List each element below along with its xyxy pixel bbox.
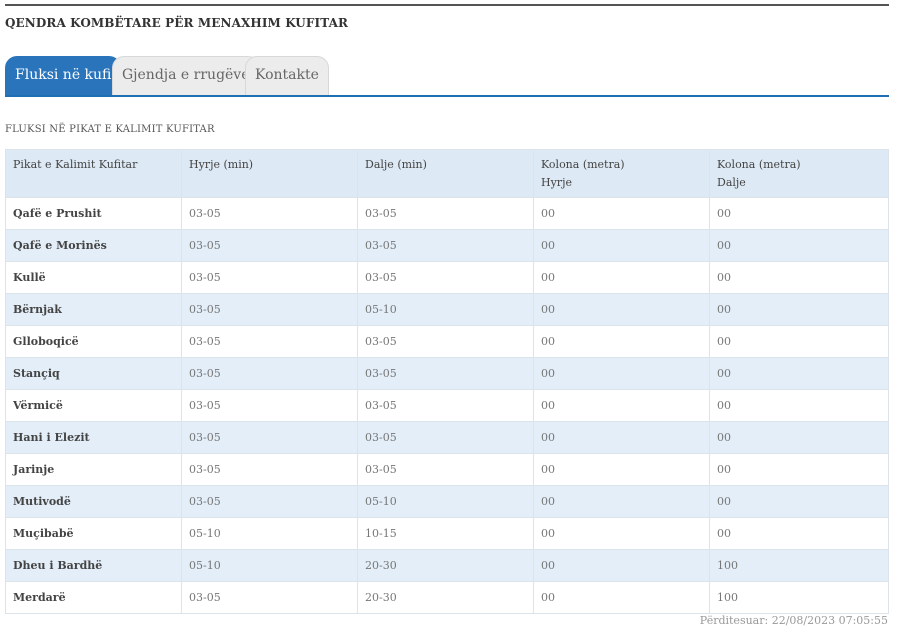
- cell-crossing-name: Glloboqicë: [5, 325, 182, 358]
- cell-crossing-name: Qafë e Prushit: [5, 197, 182, 230]
- cell-crossing-name: Mutivodë: [5, 485, 182, 518]
- table-row: Bërnjak 03-05 05-10 00 00: [5, 293, 889, 326]
- cell-queue-exit: 00: [709, 293, 889, 326]
- cell-exit-time: 10-15: [357, 517, 534, 550]
- cell-queue-exit: 00: [709, 421, 889, 454]
- cell-exit-time: 03-05: [357, 357, 534, 390]
- cell-queue-exit: 00: [709, 229, 889, 262]
- cell-queue-entry: 00: [533, 357, 710, 390]
- cell-entry-time: 05-10: [181, 517, 358, 550]
- cell-crossing-name: Kullë: [5, 261, 182, 294]
- cell-crossing-name: Jarinje: [5, 453, 182, 486]
- cell-queue-entry: 00: [533, 453, 710, 486]
- cell-queue-exit: 100: [709, 581, 889, 614]
- cell-entry-time: 03-05: [181, 453, 358, 486]
- tab-contacts[interactable]: Kontakte: [245, 56, 329, 95]
- cell-entry-time: 03-05: [181, 293, 358, 326]
- tab-border-flux[interactable]: Fluksi në kufi: [5, 56, 122, 95]
- column-header-crossing: Pikat e Kalimit Kufitar: [5, 149, 182, 198]
- cell-entry-time: 03-05: [181, 229, 358, 262]
- cell-exit-time: 20-30: [357, 549, 534, 582]
- cell-exit-time: 20-30: [357, 581, 534, 614]
- table-row: Merdarë 03-05 20-30 00 100: [5, 581, 889, 614]
- cell-crossing-name: Vërmicë: [5, 389, 182, 422]
- cell-queue-entry: 00: [533, 517, 710, 550]
- cell-entry-time: 05-10: [181, 549, 358, 582]
- table-header-row: Pikat e Kalimit Kufitar Hyrje (min) Dalj…: [5, 149, 889, 198]
- cell-queue-exit: 00: [709, 453, 889, 486]
- tab-underline: [5, 95, 889, 97]
- cell-queue-exit: 00: [709, 485, 889, 518]
- table-row: Qafë e Prushit 03-05 03-05 00 00: [5, 197, 889, 230]
- cell-queue-entry: 00: [533, 389, 710, 422]
- cell-queue-entry: 00: [533, 581, 710, 614]
- table-row: Hani i Elezit 03-05 03-05 00 00: [5, 421, 889, 454]
- column-header-entry: Hyrje (min): [181, 149, 358, 198]
- cell-entry-time: 03-05: [181, 389, 358, 422]
- cell-queue-entry: 00: [533, 229, 710, 262]
- cell-entry-time: 03-05: [181, 581, 358, 614]
- cell-entry-time: 03-05: [181, 485, 358, 518]
- cell-crossing-name: Muçibabë: [5, 517, 182, 550]
- table-row: Jarinje 03-05 03-05 00 00: [5, 453, 889, 486]
- cell-queue-entry: 00: [533, 549, 710, 582]
- cell-exit-time: 03-05: [357, 389, 534, 422]
- table-row: Glloboqicë 03-05 03-05 00 00: [5, 325, 889, 358]
- cell-entry-time: 03-05: [181, 421, 358, 454]
- table-row: Stançiq 03-05 03-05 00 00: [5, 357, 889, 390]
- cell-exit-time: 05-10: [357, 485, 534, 518]
- page-title: QENDRA KOMBËTARE PËR MENAXHIM KUFITAR: [5, 16, 349, 30]
- cell-queue-entry: 00: [533, 261, 710, 294]
- cell-entry-time: 03-05: [181, 261, 358, 294]
- cell-queue-exit: 00: [709, 261, 889, 294]
- cell-exit-time: 03-05: [357, 261, 534, 294]
- table-row: Vërmicë 03-05 03-05 00 00: [5, 389, 889, 422]
- last-updated: Përditesuar: 22/08/2023 07:05:55: [699, 614, 888, 627]
- cell-exit-time: 03-05: [357, 325, 534, 358]
- cell-queue-exit: 00: [709, 517, 889, 550]
- cell-exit-time: 03-05: [357, 453, 534, 486]
- cell-queue-exit: 100: [709, 549, 889, 582]
- top-divider: [5, 4, 889, 6]
- cell-queue-exit: 00: [709, 197, 889, 230]
- cell-crossing-name: Bërnjak: [5, 293, 182, 326]
- cell-crossing-name: Qafë e Morinës: [5, 229, 182, 262]
- border-crossing-table: Pikat e Kalimit Kufitar Hyrje (min) Dalj…: [5, 149, 889, 614]
- cell-exit-time: 05-10: [357, 293, 534, 326]
- cell-queue-entry: 00: [533, 293, 710, 326]
- cell-entry-time: 03-05: [181, 325, 358, 358]
- column-header-queue-entry: Kolona (metra) Hyrje: [533, 149, 710, 198]
- cell-queue-entry: 00: [533, 485, 710, 518]
- cell-exit-time: 03-05: [357, 229, 534, 262]
- cell-queue-entry: 00: [533, 325, 710, 358]
- tab-bar: Fluksi në kufi Gjendja e rrugëve Kontakt…: [5, 56, 889, 96]
- cell-queue-exit: 00: [709, 325, 889, 358]
- column-header-queue-exit: Kolona (metra) Dalje: [709, 149, 889, 198]
- cell-exit-time: 03-05: [357, 421, 534, 454]
- cell-crossing-name: Stançiq: [5, 357, 182, 390]
- tab-road-conditions[interactable]: Gjendja e rrugëve: [112, 56, 260, 95]
- cell-entry-time: 03-05: [181, 357, 358, 390]
- cell-crossing-name: Dheu i Bardhë: [5, 549, 182, 582]
- table-row: Muçibabë 05-10 10-15 00 00: [5, 517, 889, 550]
- column-header-exit: Dalje (min): [357, 149, 534, 198]
- table-row: Dheu i Bardhë 05-10 20-30 00 100: [5, 549, 889, 582]
- table-row: Qafë e Morinës 03-05 03-05 00 00: [5, 229, 889, 262]
- table-row: Kullë 03-05 03-05 00 00: [5, 261, 889, 294]
- cell-crossing-name: Hani i Elezit: [5, 421, 182, 454]
- cell-queue-exit: 00: [709, 357, 889, 390]
- table-row: Mutivodë 03-05 05-10 00 00: [5, 485, 889, 518]
- cell-queue-exit: 00: [709, 389, 889, 422]
- section-title: FLUKSI NË PIKAT E KALIMIT KUFITAR: [5, 124, 215, 135]
- cell-exit-time: 03-05: [357, 197, 534, 230]
- cell-queue-entry: 00: [533, 421, 710, 454]
- cell-entry-time: 03-05: [181, 197, 358, 230]
- cell-crossing-name: Merdarë: [5, 581, 182, 614]
- cell-queue-entry: 00: [533, 197, 710, 230]
